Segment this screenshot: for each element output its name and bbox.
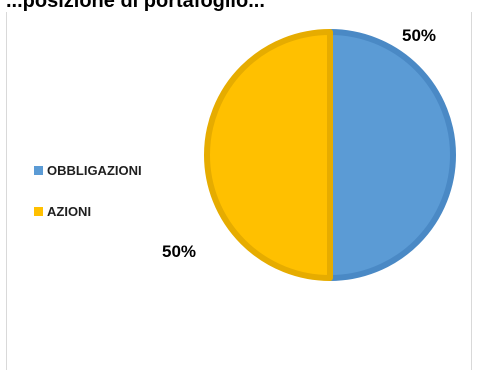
legend-item-obbligazioni: OBBLIGAZIONI [34,160,142,180]
legend-item-azioni: AZIONI [34,201,142,221]
pie-slice-azioni [204,29,333,281]
pie-slice-obbligazioni [327,29,456,281]
legend-label-azioni: AZIONI [47,203,92,219]
legend-swatch-azioni [34,206,43,216]
slice-label-azioni: 50% [162,242,197,261]
legend: OBBLIGAZIONI AZIONI [34,160,142,242]
legend-swatch-obbligazioni [34,165,43,175]
legend-label-obbligazioni: OBBLIGAZIONI [47,162,142,178]
slice-label-obbligazioni: 50% [402,26,437,45]
chart-frame [6,12,472,370]
chart-title: ...posizione di portafoglio... [6,0,265,12]
